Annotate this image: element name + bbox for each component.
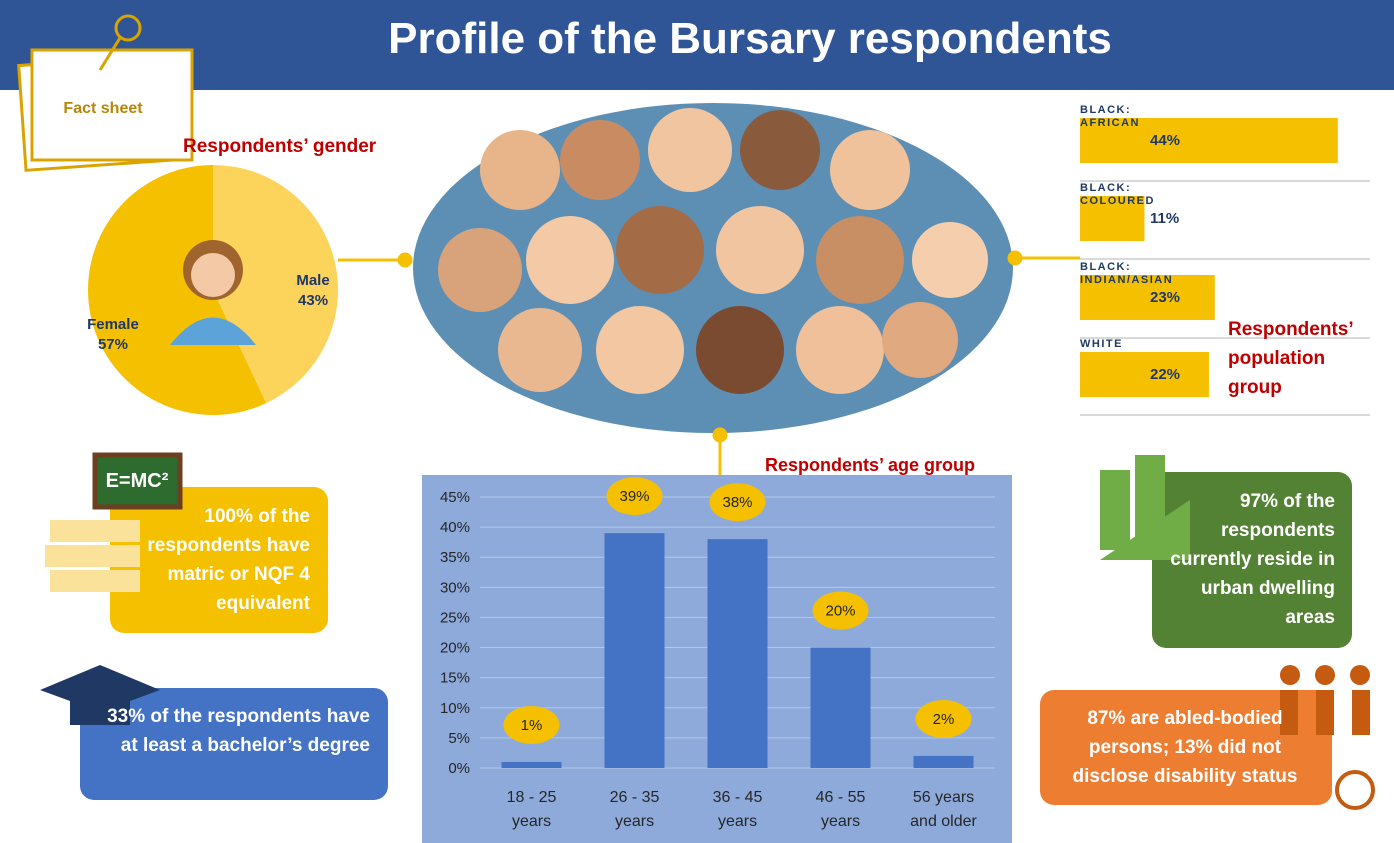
chart-title: Respondents’ population group [1228, 315, 1378, 402]
y-tick-label: 35% [440, 549, 470, 566]
bar-value-label: 22% [1150, 366, 1180, 383]
chart-title: Respondents’ gender [183, 136, 376, 158]
y-tick-label: 15% [440, 670, 470, 687]
bar-category: BLACK: INDIAN/ASIAN [1080, 261, 1173, 287]
bar-category: BLACK: AFRICAN [1080, 104, 1140, 130]
bar-value-label: 38% [722, 494, 752, 511]
bar-value-label: 39% [619, 488, 649, 505]
x-tick-label: 46 - 55 years [791, 786, 891, 834]
bar-value-label: 44% [1150, 132, 1180, 149]
page-title: Profile of the Bursary respondents [0, 14, 1394, 64]
bar-value-label: 23% [1150, 289, 1180, 306]
crowd-illustration [413, 103, 1013, 433]
bar-category: BLACK: COLOURED [1080, 182, 1155, 208]
fact-text: 33% of the respondents have at least a b… [90, 702, 370, 760]
x-tick-label: 26 - 35 years [585, 786, 685, 834]
bar-value-label: 20% [825, 603, 855, 620]
bar-value-label: 11% [1150, 210, 1179, 227]
bar [811, 648, 871, 768]
bar [605, 533, 665, 768]
infographic: E=MC² 0% 5% 10% 15% 20% 25% 30% 35% 40% 45% 1% 39% 3… [0, 0, 1394, 843]
x-tick-label: 36 - 45 years [688, 786, 788, 834]
fact-text: 97% of the respondents currently reside … [1160, 487, 1335, 632]
chart-title: Respondents’ age group [765, 455, 975, 476]
bar-value-label: 1% [521, 717, 543, 734]
svg-text:E=MC²: E=MC² [106, 470, 169, 492]
fact-text: 100% of the respondents have matric or N… [120, 502, 310, 618]
fact-sheet-label: Fact sheet [48, 100, 158, 118]
x-tick-label: 56 years and older [894, 786, 994, 834]
people-icon [191, 253, 235, 297]
y-tick-label: 5% [448, 730, 470, 747]
bar [1080, 352, 1209, 397]
y-tick-label: 0% [448, 760, 470, 777]
bar [502, 762, 562, 768]
y-tick-label: 30% [440, 579, 470, 596]
y-tick-label: 25% [440, 609, 470, 626]
slice-value: 57% [73, 336, 153, 353]
bar-category: WHITE [1080, 338, 1123, 351]
y-tick-label: 40% [440, 519, 470, 536]
y-tick-label: 45% [440, 489, 470, 506]
x-tick-label: 18 - 25 years [482, 786, 582, 834]
y-tick-label: 10% [440, 700, 470, 717]
bar [914, 756, 974, 768]
bar-value-label: 2% [933, 711, 955, 728]
slice-label: Female [73, 316, 153, 333]
y-tick-label: 20% [440, 640, 470, 657]
slice-value: 43% [273, 292, 353, 309]
slice-label: Male [273, 272, 353, 289]
bar [708, 539, 768, 768]
fact-text: 87% are abled-bodied persons; 13% did no… [1050, 704, 1320, 791]
